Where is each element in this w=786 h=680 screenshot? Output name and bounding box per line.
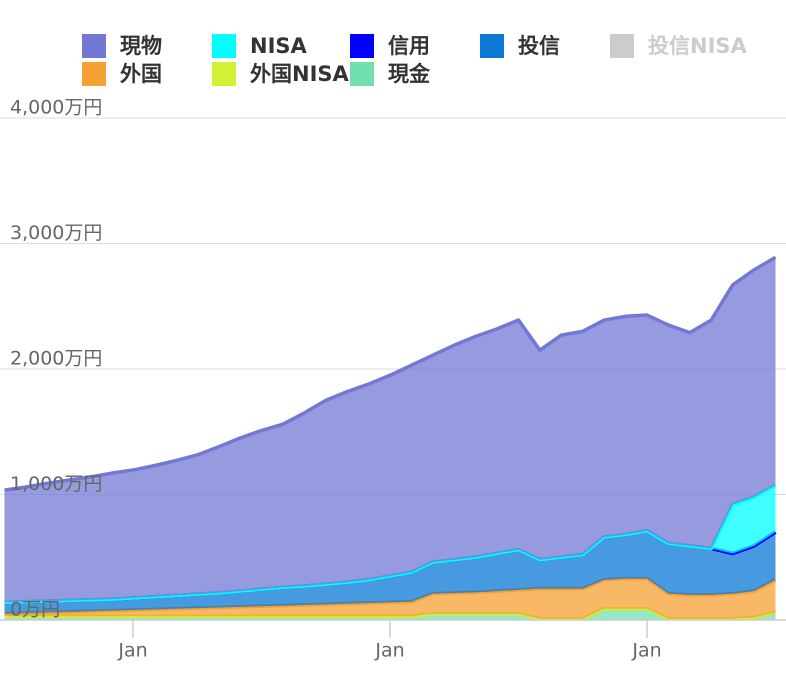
legend-label: 投信NISA [648, 34, 748, 58]
legend-label: 信用 [388, 34, 430, 58]
legend-label: 外国 [120, 62, 162, 86]
legend-label: 現物 [120, 34, 162, 58]
y-tick-label: 3,000万円 [10, 222, 102, 244]
x-tick-label: Jan [631, 640, 661, 662]
y-tick-label: 4,000万円 [10, 97, 102, 119]
legend-swatch [350, 62, 374, 86]
legend-swatch [480, 34, 504, 58]
area [4, 530, 776, 614]
legend-swatch [212, 62, 236, 86]
y-tick-label: 0万円 [10, 599, 60, 621]
legend-swatch [610, 34, 634, 58]
legend-swatch [350, 34, 374, 58]
legend-label: 外国NISA [250, 62, 350, 86]
legend: 現物 NISA 信用 投信 投信NISA 外国 外国NISA 現金 [82, 34, 748, 86]
legend-swatch [82, 34, 106, 58]
y-tick-label: 2,000万円 [10, 348, 102, 370]
legend-label: 現金 [388, 62, 431, 86]
legend-swatch [212, 34, 236, 58]
y-tick-label: 1,000万円 [10, 473, 102, 495]
x-tick-label: Jan [374, 640, 404, 662]
area [4, 257, 776, 603]
legend-label: NISA [250, 34, 308, 58]
legend-swatch [82, 62, 106, 86]
x-tick-label: Jan [117, 640, 147, 662]
legend-label: 投信 [518, 34, 560, 58]
area-line [4, 255, 777, 492]
areas [4, 255, 777, 621]
